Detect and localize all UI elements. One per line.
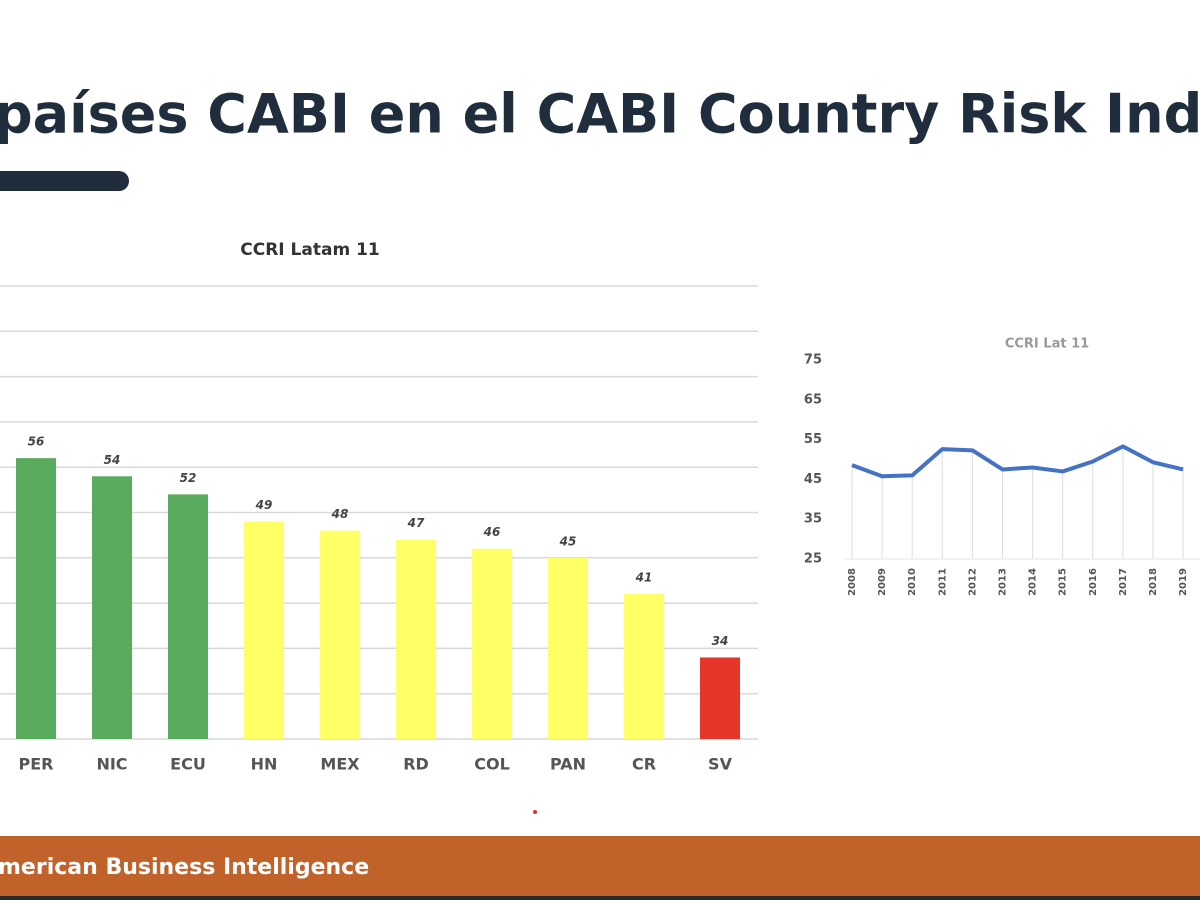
x-tick-label: RD (403, 755, 429, 774)
bar (16, 458, 56, 739)
bar (92, 476, 132, 739)
x-tick-label: 2015 (1058, 568, 1069, 596)
x-tick-label: ECU (170, 755, 206, 774)
x-tick-label: NIC (96, 755, 127, 774)
x-tick-label: 2008 (847, 568, 858, 596)
value-label: 49 (255, 498, 273, 512)
x-tick-label: COL (474, 755, 510, 774)
title-underline (0, 171, 129, 191)
bar (396, 539, 436, 739)
chart-title: CCRI Latam 11 (240, 240, 379, 260)
bar (624, 594, 664, 739)
line (851, 444, 1184, 479)
x-tick-label: MEX (320, 755, 360, 774)
value-label: 52 (180, 471, 197, 485)
pointer-dot (533, 810, 537, 814)
chart-title: CCRI Lat 11 (1005, 337, 1089, 352)
value-label: 48 (331, 507, 349, 521)
footer-edge (0, 896, 1200, 900)
bar (320, 530, 360, 739)
bar (244, 521, 284, 739)
x-tick-label: 2011 (937, 568, 948, 596)
bar (700, 657, 740, 739)
value-label: 45 (559, 534, 577, 548)
x-tick-label: SV (708, 755, 733, 774)
y-tick-label: 35 (804, 512, 822, 527)
x-tick-label: 2009 (877, 568, 888, 596)
bar (472, 548, 512, 739)
value-label: 34 (712, 634, 729, 648)
slide-title: países CABI en el CABI Country Risk Inde… (0, 83, 1200, 146)
value-label: 41 (635, 571, 653, 585)
y-tick-label: 25 (804, 552, 822, 567)
x-tick-label: 2019 (1178, 568, 1189, 596)
x-tick-label: 2012 (967, 568, 978, 596)
y-tick-label: 55 (804, 432, 822, 447)
x-tick-label: 2013 (998, 568, 1009, 596)
y-tick-label: 65 (804, 392, 822, 407)
x-tick-label: 2018 (1148, 568, 1159, 596)
footer-bar (0, 836, 1200, 900)
bar (168, 494, 208, 739)
value-label: 56 (28, 435, 45, 449)
x-tick-label: 2010 (907, 568, 918, 596)
value-label: 46 (483, 525, 501, 539)
y-tick-label: 75 (804, 353, 822, 368)
x-tick-label: HN (251, 755, 278, 774)
value-label: 47 (407, 516, 425, 530)
x-tick-label: PAN (550, 755, 586, 774)
x-tick-label: CR (632, 755, 656, 774)
x-tick-label: 2016 (1088, 568, 1099, 596)
x-tick-label: 2017 (1118, 568, 1129, 596)
x-tick-label: 2014 (1028, 568, 1039, 596)
bar (548, 557, 588, 739)
value-label: 54 (104, 453, 121, 467)
footer-text: merican Business Intelligence (0, 855, 369, 880)
y-tick-label: 45 (804, 472, 822, 487)
x-tick-label: PER (19, 755, 54, 774)
